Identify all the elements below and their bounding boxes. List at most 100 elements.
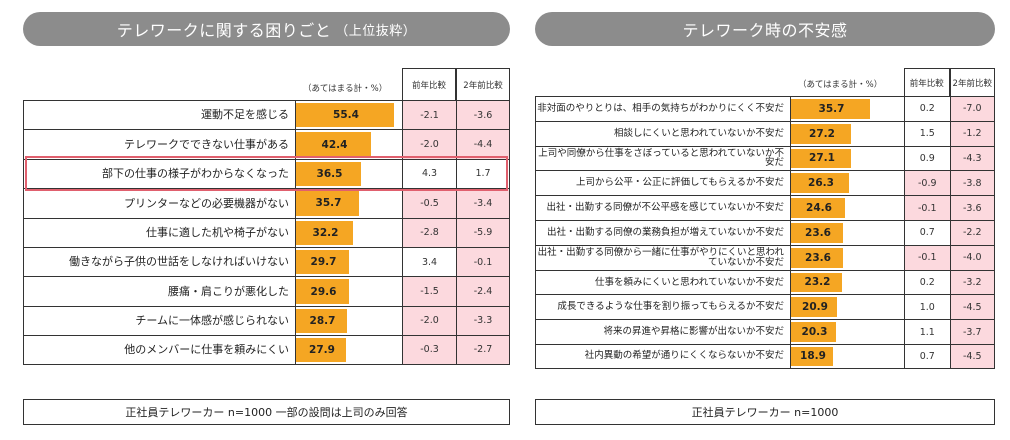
table-row: 相談しにくいと思われていないか不安だ 27.2 1.5 -1.2 xyxy=(535,120,995,146)
bar-cell: 28.7 xyxy=(295,306,402,336)
prev-year-column-header: 前年比較 xyxy=(904,68,950,96)
two-years-cell: -3.2 xyxy=(949,270,995,295)
row-label: 成長できるような仕事を割り振ってもらえるか不安だ xyxy=(535,295,790,320)
value-label: 23.2 xyxy=(804,276,831,289)
two-years-cell: -7.0 xyxy=(949,97,995,121)
row-label: 将来の昇進や昇格に影響が出ないか不安だ xyxy=(535,320,790,344)
two-years-column-header: 2年前比較 xyxy=(949,68,995,96)
bar-cell: 20.3 xyxy=(790,320,904,344)
two-years-cell: -2.7 xyxy=(456,336,510,364)
two-years-cell: -4.0 xyxy=(949,245,995,270)
value-bar xyxy=(296,161,361,187)
left-table: （あてはまる計・%） 前年比較 2年前比較 運動不足を感じる 55.4 -2.1 -3.6 テ… xyxy=(23,68,510,368)
left-title: テレワークに関する困りごと （上位抜粋） xyxy=(23,12,510,46)
bar-cell: 20.9 xyxy=(790,295,904,320)
prev-year-cell: 0.9 xyxy=(904,146,950,171)
two-years-cell: -2.4 xyxy=(456,277,510,306)
value-label: 27.1 xyxy=(809,152,835,165)
value-bar xyxy=(791,99,870,119)
value-label: 28.7 xyxy=(309,314,336,327)
two-years-cell: -0.1 xyxy=(456,248,510,277)
two-years-cell: -3.4 xyxy=(456,189,510,218)
value-bar xyxy=(791,123,851,144)
value-bar xyxy=(296,103,394,128)
bar-cell: 42.4 xyxy=(295,130,402,159)
prev-year-cell: 1.1 xyxy=(904,320,950,344)
value-label: 20.3 xyxy=(801,326,828,339)
right-footnote: 正社員テレワーカー n=1000 xyxy=(535,399,995,425)
bar-cell: 35.7 xyxy=(790,97,904,121)
value-bar xyxy=(296,132,371,157)
table-row: 働きながら子供の世話をしなければいけない 29.7 3.4 -0.1 xyxy=(23,247,510,277)
prev-year-cell: 0.7 xyxy=(904,345,950,368)
bar-cell: 23.2 xyxy=(790,270,904,295)
two-years-cell: -3.3 xyxy=(456,306,510,336)
table-row: 社内異動の希望が通りにくくならないか不安だ 18.9 0.7 -4.5 xyxy=(535,344,995,369)
two-years-cell: -4.3 xyxy=(949,146,995,171)
value-label: 23.6 xyxy=(805,251,831,264)
value-label: 20.9 xyxy=(802,301,828,314)
table-row: 出社・出勤する同僚から一緒に仕事がやりにくいと思われていないか不安だ 23.6 -0… xyxy=(535,244,995,270)
table-row: 出社・出勤する同僚が不公平感を感じていないか不安だ 24.6 -0.1 -3.6 xyxy=(535,195,995,220)
row-label: 腰痛・肩こりが悪化した xyxy=(23,277,295,306)
table-row: 出社・出勤する同僚の業務負担が増えていないか不安だ 23.6 0.7 -2.2 xyxy=(535,220,995,245)
prev-year-cell: -2.1 xyxy=(402,101,456,130)
table-row: 成長できるような仕事を割り振ってもらえるか不安だ 20.9 1.0 -4.5 xyxy=(535,294,995,320)
value-label: 27.9 xyxy=(309,343,335,356)
two-years-cell: 1.7 xyxy=(456,159,510,189)
two-years-cell: -4.5 xyxy=(949,345,995,368)
prev-year-cell: 0.2 xyxy=(904,270,950,295)
table-row: テレワークでできない仕事がある 42.4 -2.0 -4.4 xyxy=(23,129,510,159)
value-label: 42.4 xyxy=(321,138,348,151)
table-row: 非対面のやりとりは、相手の気持ちがわかりにくく不安だ 35.7 0.2 -7.0 xyxy=(535,96,995,121)
left-footnote: 正社員テレワーカー n=1000 一部の設問は上司のみ回答 xyxy=(23,399,510,425)
value-label: 32.2 xyxy=(312,226,339,239)
value-label: 29.7 xyxy=(310,256,337,269)
two-years-cell: -3.6 xyxy=(949,196,995,220)
two-years-column-header: 2年前比較 xyxy=(456,68,510,100)
two-years-cell: -3.6 xyxy=(456,101,510,130)
value-bar xyxy=(791,173,849,194)
table-row: 上司から公平・公正に評価してもらえるか不安だ 26.3 -0.9 -3.8 xyxy=(535,170,995,196)
prev-year-cell: 1.0 xyxy=(904,295,950,320)
bar-cell: 36.5 xyxy=(295,159,402,189)
two-years-cell: -1.2 xyxy=(949,121,995,146)
value-label: 29.6 xyxy=(310,285,337,298)
prev-year-cell: -0.3 xyxy=(402,336,456,364)
right-title: テレワーク時の不安感 xyxy=(535,12,995,46)
value-bar xyxy=(791,148,851,169)
prev-year-cell: 0.7 xyxy=(904,221,950,245)
value-label: 23.6 xyxy=(805,226,831,239)
value-label: 26.3 xyxy=(808,177,834,190)
prev-year-cell: -0.5 xyxy=(402,189,456,218)
value-bar xyxy=(791,297,837,318)
two-years-cell: -4.4 xyxy=(456,130,510,159)
prev-year-cell: 3.4 xyxy=(402,248,456,277)
bar-cell: 23.6 xyxy=(790,245,904,270)
bar-cell: 27.2 xyxy=(790,121,904,146)
row-label: 働きながら子供の世話をしなければいけない xyxy=(23,248,295,277)
row-label: 上司から公平・公正に評価してもらえるか不安だ xyxy=(535,171,790,196)
row-label: 部下の仕事の様子がわからなくなった xyxy=(23,159,295,189)
prev-year-cell: 4.3 xyxy=(402,159,456,189)
value-label: 24.6 xyxy=(806,202,832,215)
row-label: 出社・出勤する同僚が不公平感を感じていないか不安だ xyxy=(535,196,790,220)
two-years-cell: -3.8 xyxy=(949,171,995,196)
value-bar xyxy=(296,250,349,275)
bar-cell: 35.7 xyxy=(295,189,402,218)
row-label: 出社・出勤する同僚の業務負担が増えていないか不安だ xyxy=(535,221,790,245)
right-footnote-text: 正社員テレワーカー n=1000 xyxy=(691,406,839,419)
bar-cell: 29.6 xyxy=(295,277,402,306)
value-bar xyxy=(791,347,833,366)
row-label: 出社・出勤する同僚から一緒に仕事がやりにくいと思われていないか不安だ xyxy=(535,245,790,270)
row-label: テレワークでできない仕事がある xyxy=(23,130,295,159)
left-footnote-text: 正社員テレワーカー n=1000 一部の設問は上司のみ回答 xyxy=(125,406,408,419)
row-label: 非対面のやりとりは、相手の気持ちがわかりにくく不安だ xyxy=(535,97,790,121)
value-bar xyxy=(791,198,845,218)
prev-year-column-header: 前年比較 xyxy=(402,68,456,100)
bar-cell: 26.3 xyxy=(790,171,904,196)
row-label: 相談しにくいと思われていないか不安だ xyxy=(535,121,790,146)
bar-cell: 55.4 xyxy=(295,101,402,130)
prev-year-cell: 0.2 xyxy=(904,97,950,121)
table-row: 他のメンバーに仕事を頼みにくい 27.9 -0.3 -2.7 xyxy=(23,335,510,365)
